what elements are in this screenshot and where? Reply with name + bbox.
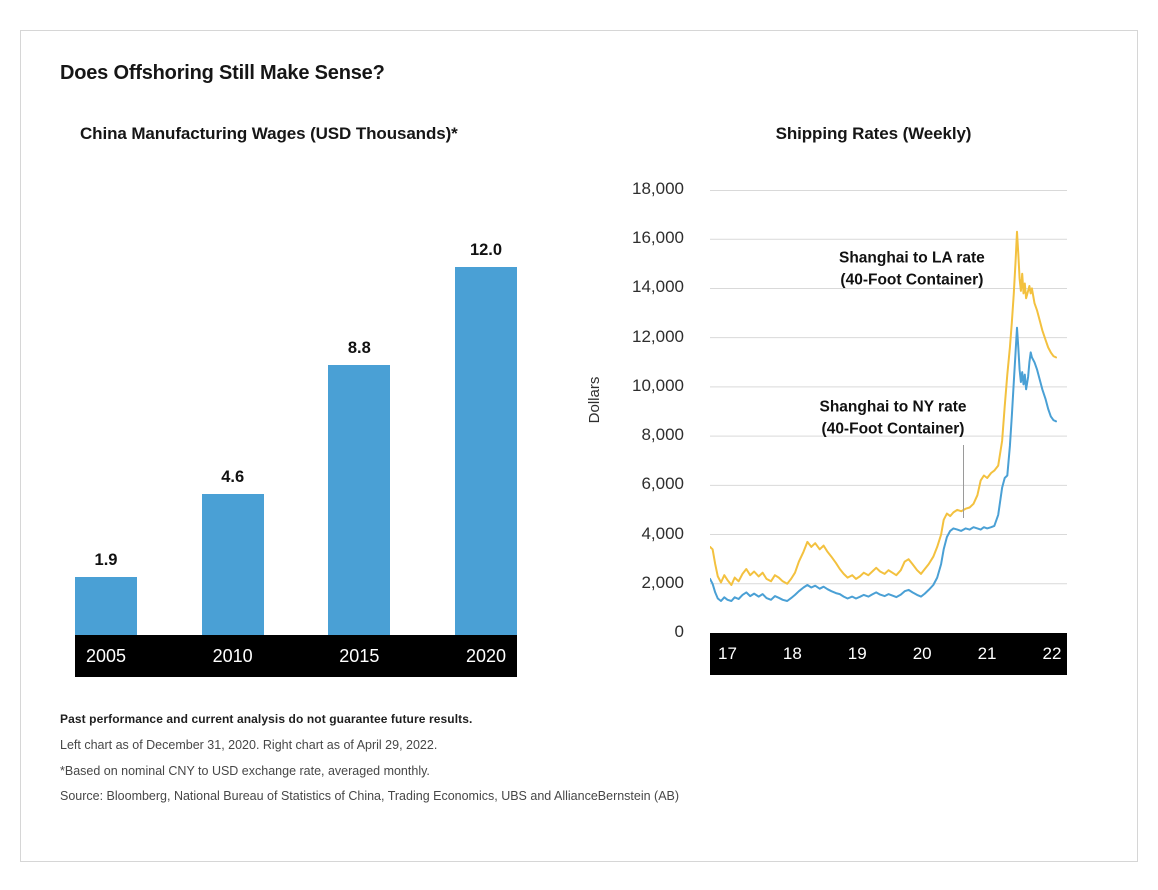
wage-bar xyxy=(201,493,264,635)
bar-column: 1.9 2005 xyxy=(75,190,137,677)
wage-chart-title: China Manufacturing Wages (USD Thousands… xyxy=(80,124,458,143)
x-axis-strip-shipping: 17 18 19 20 21 22 xyxy=(710,633,1067,675)
shipping-line-chart: 17 18 19 20 21 22 Shanghai to LA rate (40-Foot… xyxy=(710,190,1067,675)
footnote-source: Source: Bloomberg, National Bureau of St… xyxy=(60,789,680,803)
y-tick-label: 4,000 xyxy=(641,523,684,543)
y-tick-label: 0 xyxy=(674,622,684,641)
wage-bar xyxy=(75,576,137,635)
y-tick-label: 14,000 xyxy=(632,277,684,297)
footnote-note: *Based on nominal CNY to USD exchange ra… xyxy=(60,763,430,778)
rate-series-line xyxy=(710,230,1057,586)
y-tick-label: 2,000 xyxy=(641,572,684,592)
wage-bar xyxy=(455,266,517,635)
series-annotation: Shanghai to LA rate (40-Foot Container) xyxy=(838,249,985,289)
bar-column: 12.0 2020 xyxy=(455,190,517,677)
bar-value-label: 12.0 xyxy=(469,240,503,259)
x-tick-label: 18 xyxy=(782,644,802,663)
bar-category-label: 2015 xyxy=(339,646,380,666)
annotation-leader-line xyxy=(962,444,964,519)
y-tick-label: 6,000 xyxy=(641,474,684,494)
series-annotation: Shanghai to NY rate (40-Foot Container) xyxy=(819,398,967,438)
x-tick-label: 21 xyxy=(977,644,997,663)
shipping-plot-svg xyxy=(710,190,1067,602)
x-tick-label: 20 xyxy=(912,644,932,663)
annotations-layer: Shanghai to LA rate (40-Foot Container) Sh… xyxy=(710,190,1067,633)
y-tick-label: 16,000 xyxy=(632,228,684,248)
y-tick-label: 8,000 xyxy=(641,425,684,445)
bar-value-label: 1.9 xyxy=(94,550,118,569)
x-tick-label: 22 xyxy=(1042,644,1062,663)
bar-category-label: 2020 xyxy=(465,646,507,666)
y-tick-label: 18,000 xyxy=(632,179,684,198)
footnote-disclaimer: Past performance and current analysis do… xyxy=(60,712,473,726)
bar-value-label: 4.6 xyxy=(221,467,245,486)
bar-category-label: 2005 xyxy=(85,646,127,666)
x-axis-strip-wages xyxy=(75,635,517,677)
bar-category-label: 2010 xyxy=(212,646,253,666)
y-axis-ticks: 0 2,000 4,000 6,000 8,000 10,000 12,000 14,000 1… xyxy=(598,179,684,641)
page-title: Does Offshoring Still Make Sense? xyxy=(60,62,385,84)
bar-value-label: 8.8 xyxy=(347,338,371,357)
x-tick-label: 17 xyxy=(718,644,737,663)
footnote-as-of: Left chart as of December 31, 2020. Righ… xyxy=(60,738,438,752)
x-tick-label: 19 xyxy=(847,644,867,663)
footnotes-block: Past performance and current analysis do… xyxy=(60,712,679,815)
shipping-chart-title: Shipping Rates (Weekly) xyxy=(775,124,972,143)
bar-column: 8.8 2015 xyxy=(328,190,391,677)
y-tick-label: 12,000 xyxy=(632,326,684,346)
wage-bar xyxy=(328,364,391,635)
y-tick-label: 10,000 xyxy=(632,375,684,395)
bar-column: 4.6 2010 xyxy=(201,190,264,677)
wage-bar-chart: 1.9 2005 4.6 2010 8.8 2015 12.0 2020 xyxy=(75,190,517,677)
rate-series-line xyxy=(710,326,1057,602)
chart-frame xyxy=(20,30,1138,862)
